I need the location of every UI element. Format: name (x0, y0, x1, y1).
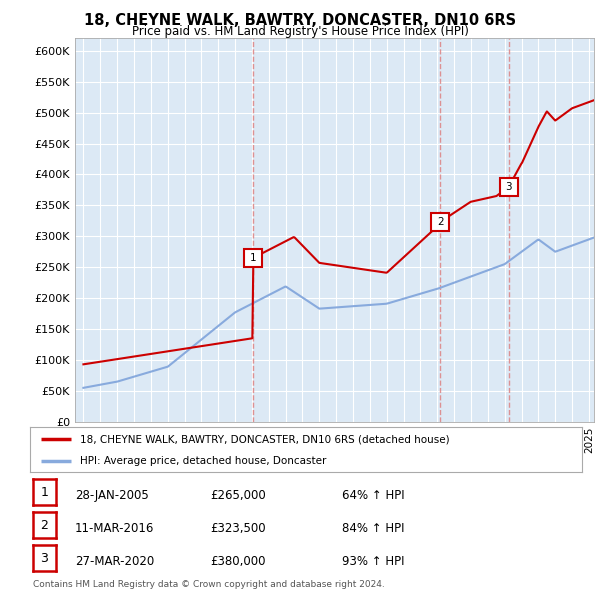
Text: Contains HM Land Registry data © Crown copyright and database right 2024.: Contains HM Land Registry data © Crown c… (33, 580, 385, 589)
Text: £323,500: £323,500 (210, 522, 266, 535)
Text: HPI: Average price, detached house, Doncaster: HPI: Average price, detached house, Donc… (80, 456, 326, 466)
Text: 3: 3 (40, 552, 49, 565)
Text: £380,000: £380,000 (210, 555, 265, 568)
Text: 1: 1 (250, 253, 256, 263)
Text: 84% ↑ HPI: 84% ↑ HPI (342, 522, 404, 535)
Text: 64% ↑ HPI: 64% ↑ HPI (342, 489, 404, 502)
Text: 1: 1 (40, 486, 49, 499)
Text: 18, CHEYNE WALK, BAWTRY, DONCASTER, DN10 6RS (detached house): 18, CHEYNE WALK, BAWTRY, DONCASTER, DN10… (80, 434, 449, 444)
Text: 2: 2 (437, 217, 444, 227)
Text: 3: 3 (505, 182, 512, 192)
Text: 93% ↑ HPI: 93% ↑ HPI (342, 555, 404, 568)
Text: 2: 2 (40, 519, 49, 532)
Text: Price paid vs. HM Land Registry's House Price Index (HPI): Price paid vs. HM Land Registry's House … (131, 25, 469, 38)
Text: 28-JAN-2005: 28-JAN-2005 (75, 489, 149, 502)
Text: 11-MAR-2016: 11-MAR-2016 (75, 522, 154, 535)
Text: 18, CHEYNE WALK, BAWTRY, DONCASTER, DN10 6RS: 18, CHEYNE WALK, BAWTRY, DONCASTER, DN10… (84, 13, 516, 28)
Text: 27-MAR-2020: 27-MAR-2020 (75, 555, 154, 568)
Text: £265,000: £265,000 (210, 489, 266, 502)
